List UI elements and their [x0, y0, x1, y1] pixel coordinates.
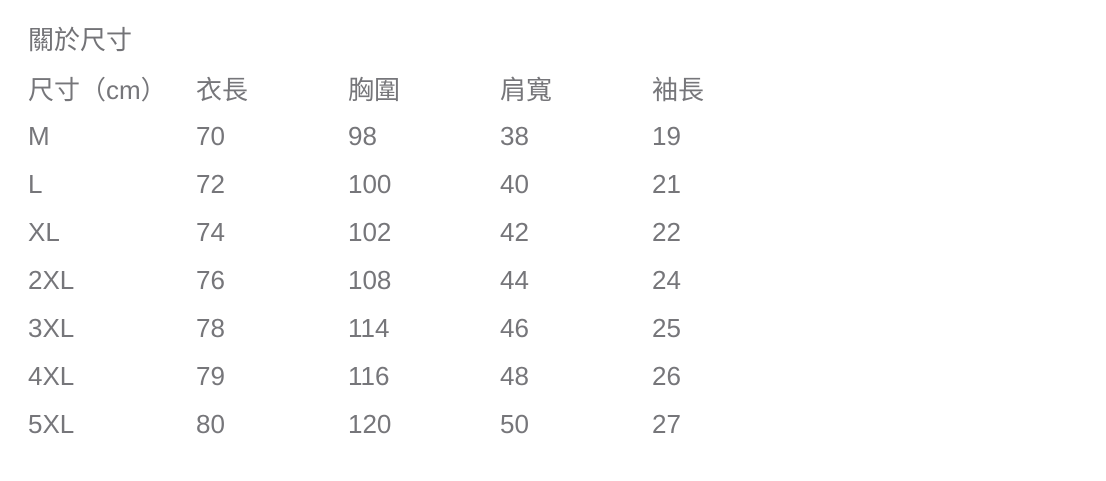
chest-cell: 114	[348, 312, 390, 343]
column-header-sleeve: 袖長	[652, 74, 705, 105]
column-header-chest: 胸圍	[348, 74, 401, 105]
shoulder-cell: 42	[500, 216, 529, 247]
sleeve-cell: 19	[652, 120, 681, 151]
table-row: 3XL 78 114 46 25	[28, 304, 804, 352]
size-cell: 5XL	[28, 408, 75, 439]
chest-cell: 98	[348, 120, 377, 151]
length-cell: 80	[196, 408, 225, 439]
chest-cell: 108	[348, 264, 392, 295]
length-cell: 78	[196, 312, 225, 343]
length-cell: 74	[196, 216, 225, 247]
size-cell: L	[28, 168, 43, 199]
chest-cell: 102	[348, 216, 392, 247]
size-cell: M	[28, 120, 50, 151]
size-cell: 4XL	[28, 360, 75, 391]
column-header-shoulder: 肩寬	[500, 74, 553, 105]
size-cell: 2XL	[28, 264, 75, 295]
shoulder-cell: 46	[500, 312, 529, 343]
section-title: 關於尺寸	[28, 25, 133, 55]
sleeve-cell: 21	[652, 168, 681, 199]
shoulder-cell: 44	[500, 264, 529, 295]
sleeve-cell: 24	[652, 264, 681, 295]
table-row: 5XL 80 120 50 27	[28, 400, 804, 448]
sleeve-cell: 26	[652, 360, 681, 391]
table-header-row: 尺寸（cm） 衣長 胸圍 肩寬 袖長	[28, 64, 804, 112]
table-row: 4XL 79 116 48 26	[28, 352, 804, 400]
sleeve-cell: 27	[652, 408, 681, 439]
length-cell: 79	[196, 360, 225, 391]
size-cell: XL	[28, 216, 60, 247]
size-info-section: 關於尺寸 尺寸（cm） 衣長 胸圍 肩寬 袖長 M 70 98 38	[28, 25, 804, 448]
sleeve-cell: 22	[652, 216, 681, 247]
length-cell: 72	[196, 168, 225, 199]
table-row: L 72 100 40 21	[28, 160, 804, 208]
shoulder-cell: 48	[500, 360, 529, 391]
chest-cell: 120	[348, 408, 392, 439]
table-row: XL 74 102 42 22	[28, 208, 804, 256]
shoulder-cell: 38	[500, 120, 529, 151]
column-header-length: 衣長	[196, 74, 249, 105]
chest-cell: 116	[348, 360, 390, 391]
chest-cell: 100	[348, 168, 392, 199]
sleeve-cell: 25	[652, 312, 681, 343]
size-cell: 3XL	[28, 312, 75, 343]
shoulder-cell: 50	[500, 408, 529, 439]
size-chart-table: 尺寸（cm） 衣長 胸圍 肩寬 袖長 M 70 98 38 19 L 72 10…	[28, 64, 804, 448]
shoulder-cell: 40	[500, 168, 529, 199]
table-row: 2XL 76 108 44 24	[28, 256, 804, 304]
length-cell: 76	[196, 264, 225, 295]
column-header-size: 尺寸（cm）	[28, 74, 167, 105]
length-cell: 70	[196, 120, 225, 151]
table-row: M 70 98 38 19	[28, 112, 804, 160]
